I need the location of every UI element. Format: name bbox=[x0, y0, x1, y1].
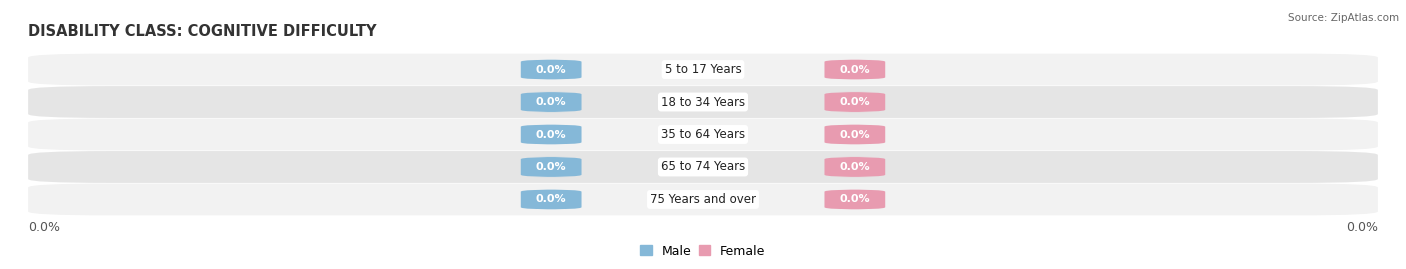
Legend: Male, Female: Male, Female bbox=[636, 239, 770, 263]
FancyBboxPatch shape bbox=[520, 92, 582, 112]
Text: 0.0%: 0.0% bbox=[536, 162, 567, 172]
Text: 18 to 34 Years: 18 to 34 Years bbox=[661, 95, 745, 108]
Text: 0.0%: 0.0% bbox=[1346, 221, 1378, 233]
Text: 0.0%: 0.0% bbox=[536, 97, 567, 107]
FancyBboxPatch shape bbox=[824, 59, 886, 80]
Text: 0.0%: 0.0% bbox=[839, 97, 870, 107]
Text: 0.0%: 0.0% bbox=[839, 129, 870, 140]
FancyBboxPatch shape bbox=[520, 157, 582, 177]
Text: 35 to 64 Years: 35 to 64 Years bbox=[661, 128, 745, 141]
FancyBboxPatch shape bbox=[28, 183, 1378, 215]
FancyBboxPatch shape bbox=[520, 125, 582, 144]
Text: 0.0%: 0.0% bbox=[839, 194, 870, 204]
FancyBboxPatch shape bbox=[28, 86, 1378, 118]
Text: 75 Years and over: 75 Years and over bbox=[650, 193, 756, 206]
FancyBboxPatch shape bbox=[824, 157, 886, 177]
Text: 0.0%: 0.0% bbox=[536, 65, 567, 75]
FancyBboxPatch shape bbox=[824, 125, 886, 144]
Text: 0.0%: 0.0% bbox=[839, 65, 870, 75]
FancyBboxPatch shape bbox=[28, 54, 1378, 86]
Text: Source: ZipAtlas.com: Source: ZipAtlas.com bbox=[1288, 13, 1399, 23]
Text: DISABILITY CLASS: COGNITIVE DIFFICULTY: DISABILITY CLASS: COGNITIVE DIFFICULTY bbox=[28, 24, 377, 39]
FancyBboxPatch shape bbox=[520, 59, 582, 80]
Text: 0.0%: 0.0% bbox=[536, 194, 567, 204]
FancyBboxPatch shape bbox=[28, 119, 1378, 150]
Text: 0.0%: 0.0% bbox=[839, 162, 870, 172]
Text: 0.0%: 0.0% bbox=[536, 129, 567, 140]
Text: 65 to 74 Years: 65 to 74 Years bbox=[661, 161, 745, 174]
Text: 5 to 17 Years: 5 to 17 Years bbox=[665, 63, 741, 76]
FancyBboxPatch shape bbox=[520, 189, 582, 210]
FancyBboxPatch shape bbox=[28, 151, 1378, 183]
FancyBboxPatch shape bbox=[824, 189, 886, 210]
Text: 0.0%: 0.0% bbox=[28, 221, 60, 233]
FancyBboxPatch shape bbox=[824, 92, 886, 112]
